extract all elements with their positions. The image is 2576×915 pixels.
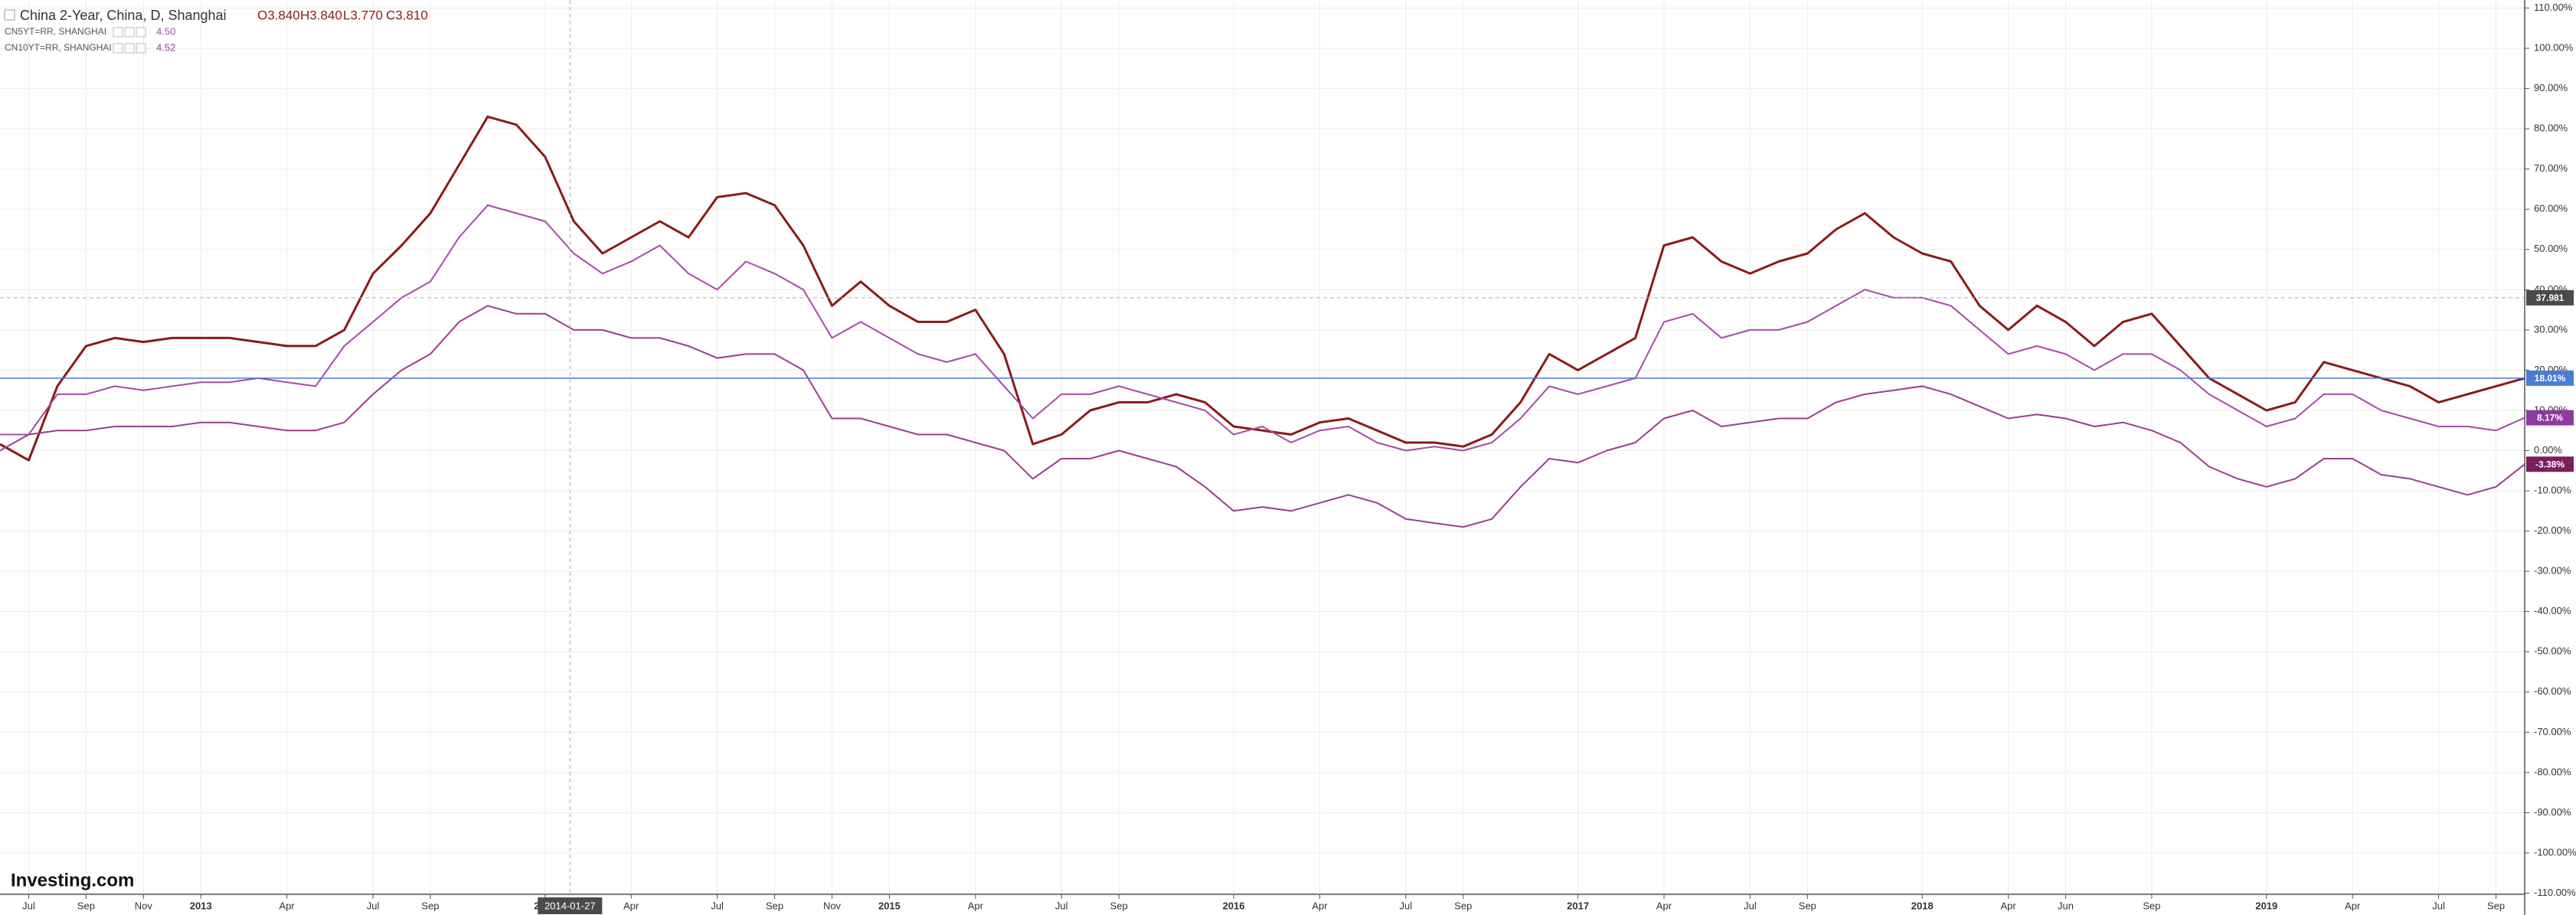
x-tick-label: 2016 xyxy=(1223,900,1245,911)
ohlc-value: C3.810 xyxy=(386,8,428,22)
series-line xyxy=(0,305,2525,528)
x-tick-label: Apr xyxy=(2345,900,2361,911)
ohlc-value: L3.770 xyxy=(343,8,383,22)
legend-label: CN10YT=RR, SHANGHAI xyxy=(5,42,112,53)
end-tag-label: -3.38% xyxy=(2535,459,2565,469)
logo: Investing.com xyxy=(11,870,134,890)
y-tick-label: 70.00% xyxy=(2534,162,2568,174)
x-tick-label: Sep xyxy=(421,900,439,911)
x-tick-label: Jul xyxy=(1400,900,1413,911)
y-tick-label: 60.00% xyxy=(2534,203,2568,214)
x-tick-label: Jul xyxy=(2432,900,2445,911)
x-tick-label: Sep xyxy=(2143,900,2160,911)
x-tick-label: Jul xyxy=(711,900,724,911)
legend-value: 4.52 xyxy=(156,41,175,53)
y-tick-label: 100.00% xyxy=(2534,41,2574,53)
y-tick-label: -80.00% xyxy=(2534,766,2571,777)
x-tick-label: Apr xyxy=(2000,900,2016,911)
x-tick-label: Sep xyxy=(2487,900,2505,911)
y-tick-label: -90.00% xyxy=(2534,806,2571,818)
series-line xyxy=(0,204,2525,452)
legend-toggle[interactable] xyxy=(4,9,15,21)
y-tick-label: 110.00% xyxy=(2534,2,2573,13)
y-tick-label: 90.00% xyxy=(2534,82,2568,93)
x-tick-label: 2019 xyxy=(2255,900,2277,911)
y-tick-label: -110.00% xyxy=(2534,887,2576,898)
x-tick-label: Sep xyxy=(1454,900,1472,911)
x-tick-label: 2018 xyxy=(1911,900,1934,911)
ohlc-value: H3.840 xyxy=(300,8,342,22)
y-tick-label: -100.00% xyxy=(2534,846,2576,858)
x-tick-label: Sep xyxy=(1799,900,1816,911)
legend-button xyxy=(113,27,123,38)
y-tick-label: 80.00% xyxy=(2534,123,2568,134)
y-tick-label: 0.00% xyxy=(2534,444,2562,456)
end-tag xyxy=(2526,456,2574,472)
legend-title: China 2-Year, China, D, Shanghai xyxy=(20,8,227,23)
y-tick-label: 30.00% xyxy=(2534,323,2568,335)
crosshair-y-label: 37.981 xyxy=(2536,292,2565,303)
crosshair-x-label: 2014-01-27 xyxy=(544,900,596,911)
y-tick-label: -60.00% xyxy=(2534,685,2571,697)
legend-label: CN5YT=RR, SHANGHAI xyxy=(5,26,106,37)
ohlc-value: O3.840 xyxy=(257,8,300,22)
x-tick-label: 2013 xyxy=(190,900,212,911)
series-line xyxy=(0,115,2525,462)
y-tick-label: -70.00% xyxy=(2534,726,2571,737)
x-tick-label: Apr xyxy=(1312,900,1328,911)
x-tick-label: Jul xyxy=(367,900,380,911)
x-tick-label: 2017 xyxy=(1567,900,1589,911)
legend-button xyxy=(124,43,135,54)
legend-button xyxy=(113,43,123,54)
y-tick-label: -50.00% xyxy=(2534,645,2571,657)
y-tick-label: 50.00% xyxy=(2534,243,2568,254)
end-tag xyxy=(2526,410,2574,426)
x-tick-label: 2015 xyxy=(878,900,901,911)
crosshair-y-tag xyxy=(2526,289,2574,306)
legend-button xyxy=(124,27,135,38)
x-tick-label: Sep xyxy=(77,900,95,911)
x-tick-label: Jul xyxy=(22,900,35,911)
x-tick-label: Sep xyxy=(1110,900,1128,911)
y-tick-label: -20.00% xyxy=(2534,524,2571,536)
x-tick-label: Apr xyxy=(968,900,984,911)
x-tick-label: Apr xyxy=(623,900,639,911)
legend: China 2-Year, China, D, Shanghai O3.840 H3… xyxy=(4,8,428,54)
legend-button xyxy=(136,43,146,54)
end-tag-label: 8.17% xyxy=(2537,413,2563,423)
x-tick-label: Apr xyxy=(1656,900,1672,911)
x-tick-label: Nov xyxy=(135,900,153,911)
end-tag xyxy=(2526,370,2574,386)
x-tick-label: Nov xyxy=(823,900,842,911)
x-tick-label: Jun xyxy=(2058,900,2074,911)
plot xyxy=(0,115,2525,528)
x-tick-label: Sep xyxy=(766,900,783,911)
x-tick-label: Apr xyxy=(280,900,296,911)
y-tick-label: -40.00% xyxy=(2534,605,2571,616)
x-tick-label: Jul xyxy=(1055,900,1068,911)
legend-value: 4.50 xyxy=(156,25,175,37)
crosshair-x-tag xyxy=(538,897,603,914)
x-tick-label: Jul xyxy=(1744,900,1757,911)
y-tick-label: -10.00% xyxy=(2534,484,2571,495)
end-tag-label: 18.01% xyxy=(2535,373,2566,384)
legend-button xyxy=(136,27,146,38)
y-tick-label: -30.00% xyxy=(2534,565,2571,577)
